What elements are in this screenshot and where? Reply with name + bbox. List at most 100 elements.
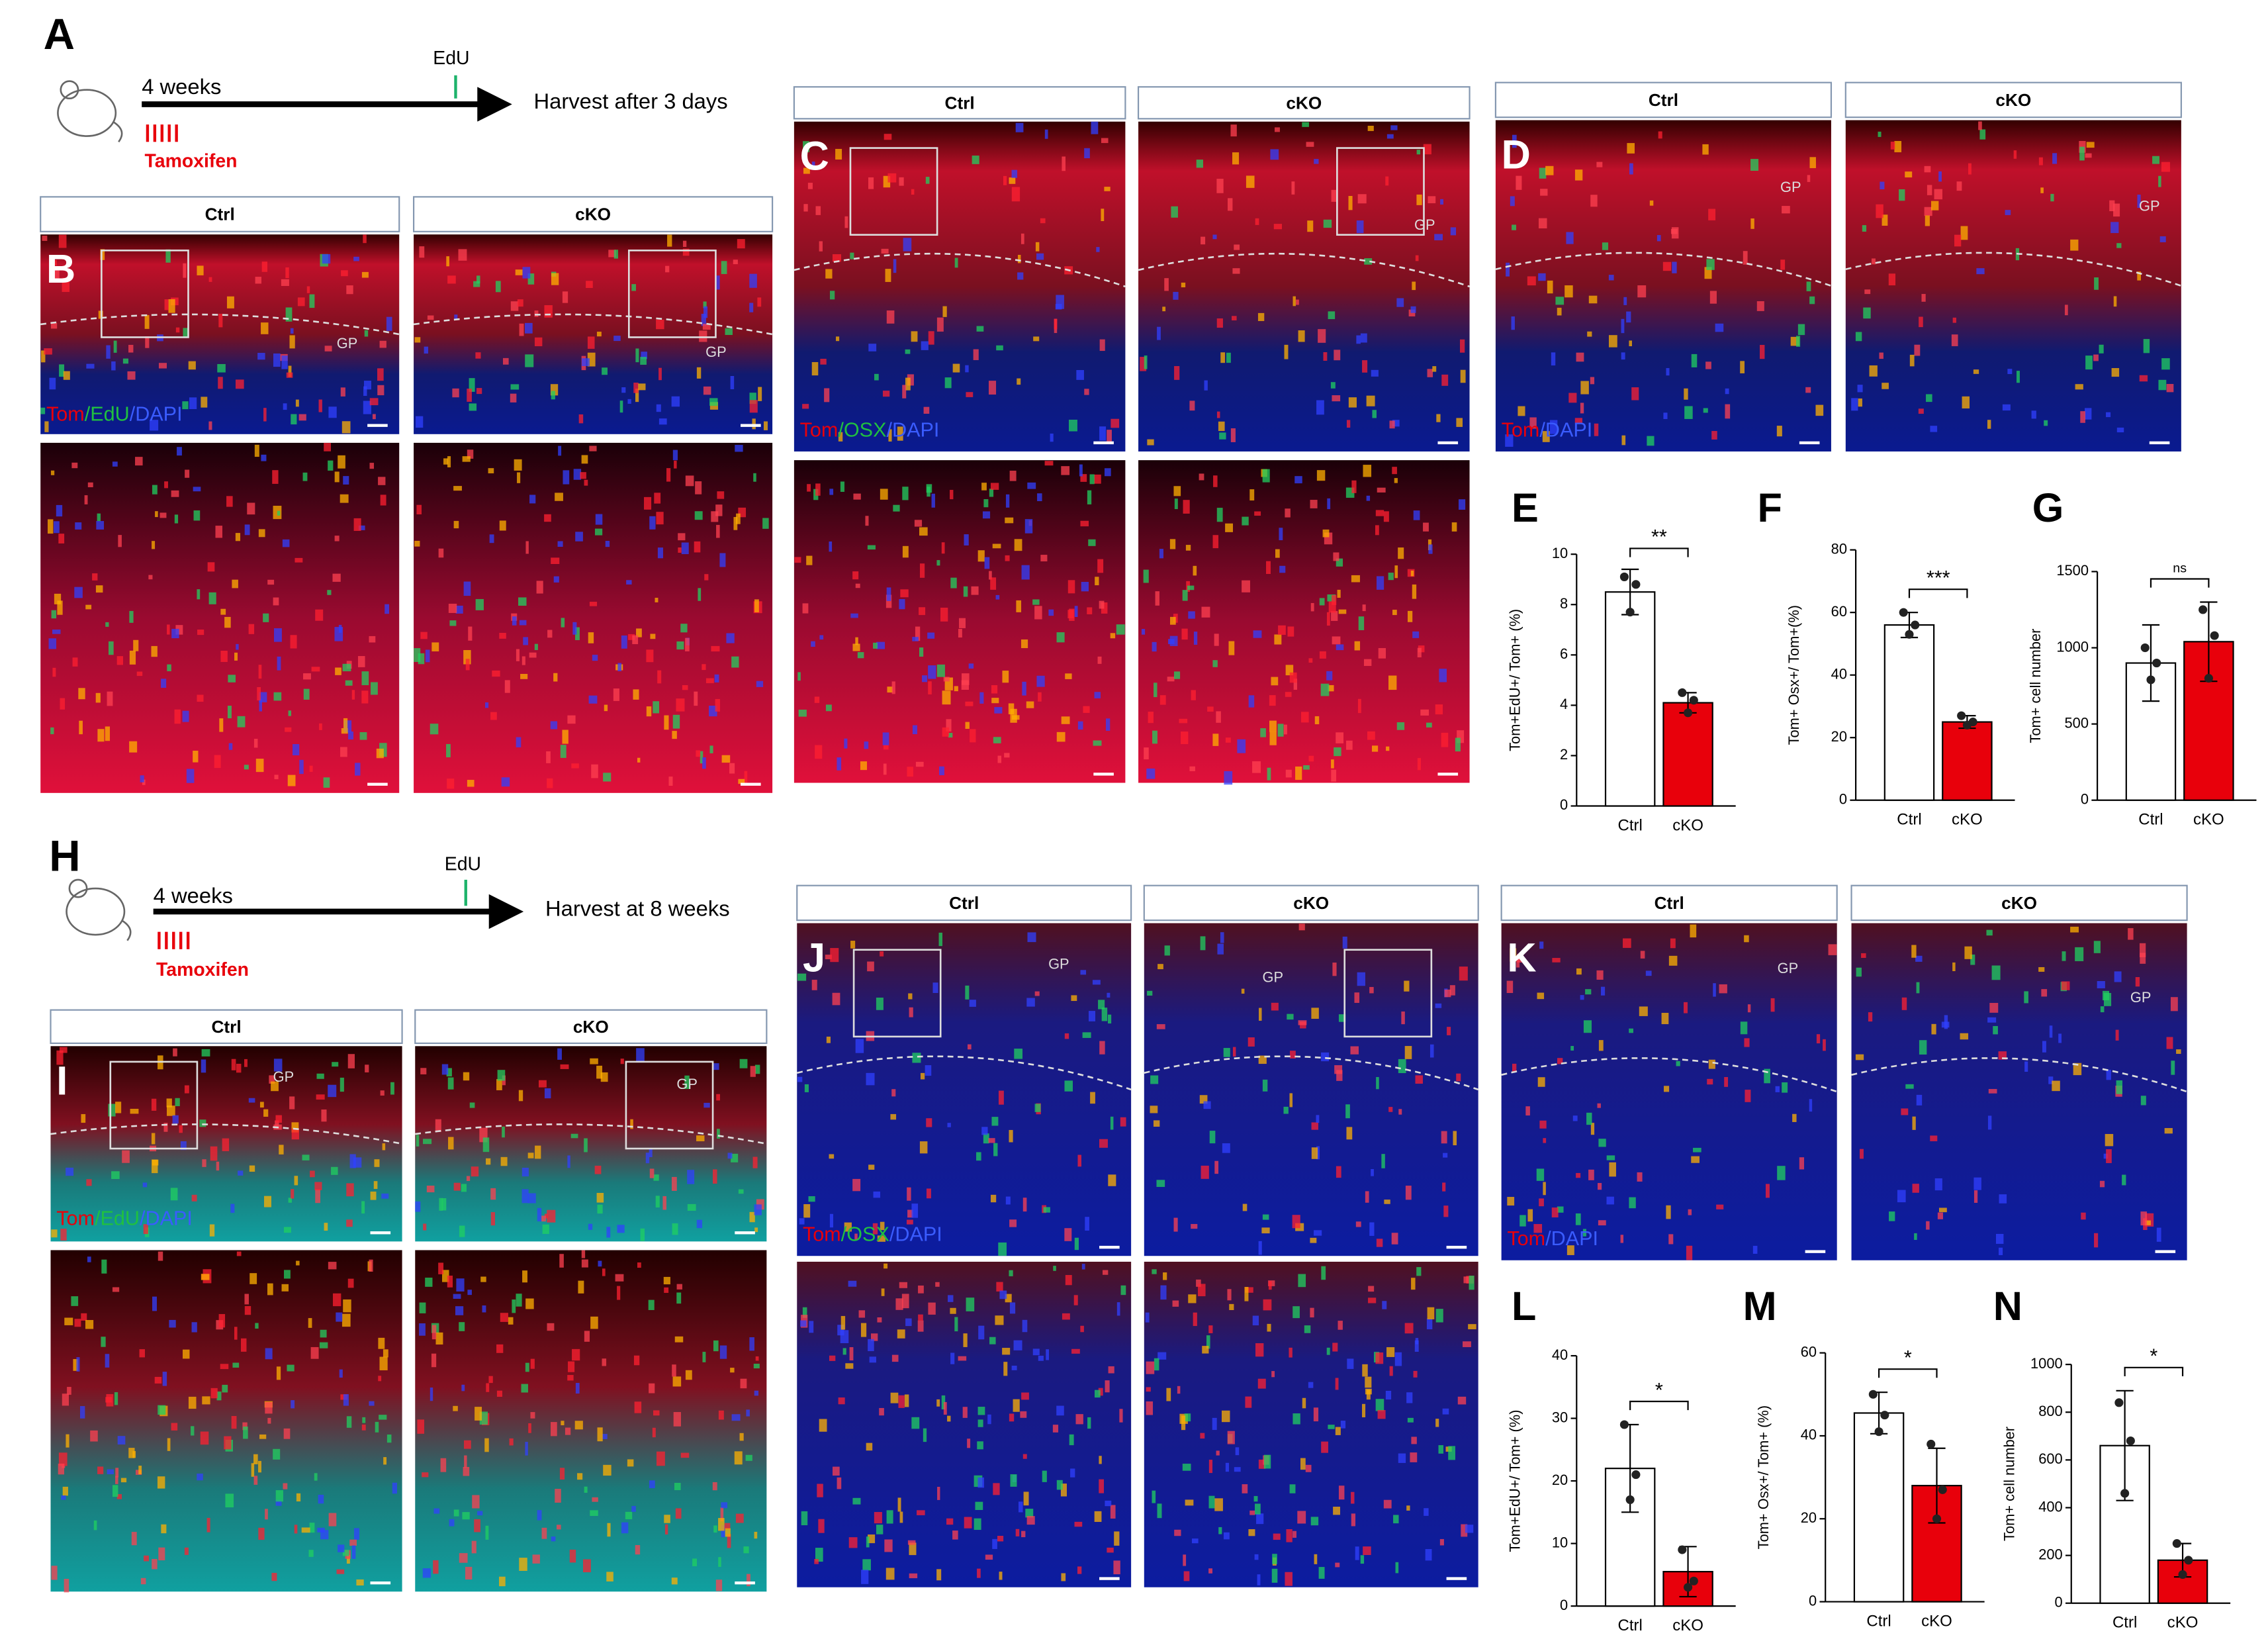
cell (95, 585, 103, 593)
cell (838, 1397, 845, 1405)
x-tick-label: Ctrl (1897, 811, 1921, 829)
cell (646, 706, 652, 717)
cell (968, 663, 974, 669)
cell (584, 1138, 588, 1153)
cell (1056, 1405, 1064, 1416)
cell (380, 495, 386, 506)
y-tick-label: 0 (1560, 796, 1568, 813)
cell (241, 1338, 247, 1352)
cell (1269, 695, 1276, 706)
cell (975, 1501, 983, 1510)
cell (315, 1189, 321, 1203)
cell (864, 741, 869, 749)
cell (537, 1207, 542, 1222)
cell (291, 414, 297, 425)
cell (143, 1224, 148, 1235)
cell (62, 1393, 69, 1406)
cell (1026, 1516, 1035, 1525)
timeline-end: Harvest at 8 weeks (545, 896, 730, 921)
cell (1287, 626, 1294, 637)
cell (1668, 955, 1678, 966)
cell (1580, 402, 1584, 414)
cell (620, 1059, 624, 1064)
cell (472, 1495, 480, 1509)
cell (1223, 1048, 1230, 1057)
y-tick-label: 6 (1560, 645, 1568, 662)
cell (893, 259, 897, 273)
cell (604, 704, 608, 712)
cell (166, 1098, 172, 1108)
header-label: Ctrl (211, 1017, 241, 1037)
cell (197, 265, 204, 275)
cell (1242, 580, 1250, 592)
cell (1189, 401, 1195, 411)
cell (369, 1259, 373, 1272)
cell (2094, 277, 2099, 290)
cell (1097, 559, 1104, 573)
cell (996, 1282, 1003, 1292)
cell (687, 1203, 696, 1211)
cell (1064, 1033, 1069, 1039)
cell (1183, 500, 1190, 514)
cell (1363, 1546, 1371, 1556)
cell (234, 1327, 238, 1340)
cell (1989, 1003, 1999, 1013)
cell (1525, 1106, 1530, 1116)
cell (1234, 244, 1240, 250)
cell (273, 628, 282, 642)
cell (1026, 998, 1035, 1007)
cell (1879, 352, 1883, 359)
cell (1366, 395, 1375, 406)
zoom-box (625, 1061, 714, 1150)
cell (1232, 152, 1240, 165)
cell (680, 1452, 690, 1458)
cell (885, 1568, 895, 1580)
cell (993, 1483, 1000, 1495)
cell (455, 605, 463, 614)
cell (551, 391, 555, 400)
cell (414, 648, 421, 662)
cell (1331, 189, 1337, 202)
cell (1707, 1078, 1713, 1085)
cell (1915, 955, 1923, 962)
cell (1516, 175, 1522, 190)
cell (1252, 1315, 1259, 1326)
cell (1744, 1038, 1750, 1047)
cell (1328, 684, 1334, 692)
cell (993, 737, 1001, 743)
cell (264, 1196, 271, 1207)
cell (1314, 716, 1320, 725)
cell (606, 1227, 611, 1238)
cell (676, 641, 684, 650)
cell (1222, 1143, 1230, 1153)
cell (1237, 739, 1246, 753)
cell (446, 1068, 452, 1077)
cell (95, 692, 101, 703)
cell (1156, 1180, 1165, 1187)
cell (1056, 1480, 1063, 1490)
cell (887, 686, 893, 693)
cell (346, 1416, 352, 1428)
cell (950, 1307, 956, 1314)
cell (1566, 1245, 1574, 1255)
cell (902, 385, 907, 399)
cell (467, 780, 475, 787)
cell (1809, 1099, 1813, 1112)
cell (1174, 1529, 1181, 1536)
cell (127, 371, 136, 380)
cell (449, 1519, 455, 1527)
cell (170, 1188, 178, 1201)
cell (1815, 404, 1824, 416)
cell (47, 519, 54, 534)
y-tick-label: 400 (2038, 1498, 2062, 1515)
cell (377, 368, 384, 381)
cell (1362, 1364, 1368, 1377)
cell (1987, 1115, 1992, 1130)
cell (1894, 140, 1902, 153)
cell (1372, 745, 1379, 752)
cell (1218, 421, 1225, 432)
cell (375, 1421, 379, 1433)
stain-part: Tom (1502, 419, 1540, 442)
cell (1557, 1058, 1563, 1064)
cell (1752, 1245, 1758, 1254)
